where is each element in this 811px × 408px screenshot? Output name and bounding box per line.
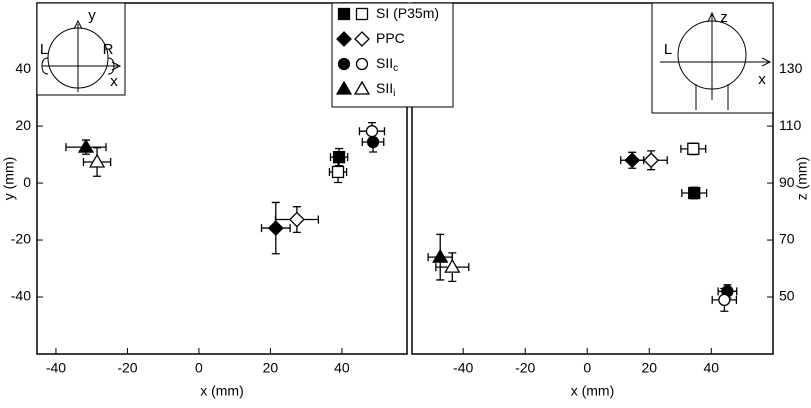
y-tick-label: 50 [779, 288, 795, 304]
x-tick-label: 0 [195, 360, 203, 376]
plot-frame [36, 2, 408, 355]
inset-label: y [88, 7, 96, 24]
inset-right [651, 2, 774, 114]
legend-box [331, 2, 454, 108]
x-tick-label: 40 [703, 360, 719, 376]
marker [77, 138, 95, 153]
marker [432, 248, 449, 263]
marker [355, 7, 369, 21]
inset-label: x [110, 73, 118, 90]
legend-label: SIIc [376, 55, 398, 74]
neck [695, 84, 729, 110]
marker [624, 152, 641, 169]
legend-label: SI (P35m) [376, 5, 439, 21]
marker [288, 211, 305, 228]
x-tick-label: 40 [334, 360, 350, 376]
y-tick-label: 90 [779, 174, 795, 190]
x-tick-label: -20 [515, 360, 535, 376]
inset-left [36, 2, 126, 96]
marker [444, 258, 461, 273]
x-axis-title: x (mm) [200, 383, 244, 399]
marker [88, 153, 106, 168]
marker [718, 293, 731, 307]
marker [337, 7, 351, 21]
inset-label: L [664, 41, 672, 58]
arrow-head [707, 11, 772, 67]
y-tick-label: -20 [11, 231, 31, 247]
marker [687, 142, 700, 156]
marker [336, 31, 352, 47]
legend-label: PPC [376, 30, 405, 46]
y-axis-title: y (mm) [1, 157, 17, 201]
marker [332, 150, 346, 164]
marker [365, 125, 379, 138]
ears [41, 57, 115, 75]
y-tick-label: 0 [23, 174, 31, 190]
marker [267, 220, 284, 236]
marker [366, 135, 380, 149]
legend-text: SII [376, 80, 393, 96]
marker [355, 57, 369, 71]
inset-label: L [40, 41, 48, 58]
marker [688, 186, 701, 200]
inset-label: z [720, 9, 728, 26]
x-axis-title: x (mm) [571, 383, 615, 399]
legend-text: SII [376, 55, 393, 71]
legend-text: PPC [376, 30, 405, 46]
marker [353, 80, 371, 95]
y-axis-title: z (mm) [794, 157, 810, 201]
inset-label: x [758, 71, 766, 88]
legend-text: SI (P35m) [376, 5, 439, 21]
x-tick-label: -40 [46, 360, 66, 376]
marker [337, 57, 351, 71]
y-tick-label: 20 [15, 117, 31, 133]
plot-frame [411, 2, 774, 355]
x-tick-label: 20 [641, 360, 657, 376]
x-tick-label: -20 [117, 360, 137, 376]
marker [354, 31, 370, 47]
inset-label: R [103, 41, 114, 58]
marker [335, 80, 353, 95]
inset-frame [36, 2, 126, 96]
legend-label: SIIi [376, 80, 395, 99]
y-tick-label: -40 [11, 288, 31, 304]
y-tick-label: 110 [779, 117, 802, 133]
legend-subscript: i [393, 88, 395, 99]
y-tick-label: 130 [779, 60, 803, 76]
marker [643, 152, 660, 169]
x-tick-label: 20 [263, 360, 279, 376]
y-tick-label: 70 [779, 231, 795, 247]
legend-subscript: c [393, 63, 398, 74]
marker [331, 165, 345, 179]
y-tick-label: 40 [15, 60, 31, 76]
x-tick-label: 0 [583, 360, 591, 376]
arrow-head [73, 19, 122, 71]
x-tick-label: -40 [453, 360, 473, 376]
